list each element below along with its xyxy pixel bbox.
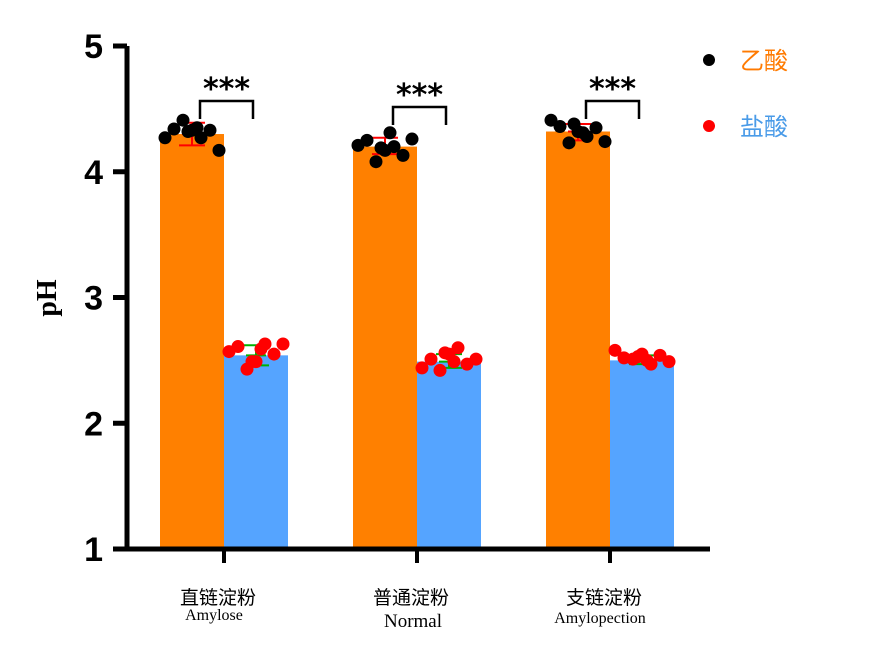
y-tick-label: 3 xyxy=(84,280,103,318)
data-point xyxy=(176,113,190,127)
category-label-zh: 直链淀粉 xyxy=(180,587,256,609)
data-point xyxy=(447,355,461,369)
bar-hydrochloric-3 xyxy=(610,360,674,549)
data-point xyxy=(438,346,452,360)
data-point xyxy=(544,113,558,127)
data-point xyxy=(562,136,576,150)
data-point xyxy=(203,123,217,137)
legend-marker xyxy=(703,54,715,66)
significance-label: *** xyxy=(203,72,250,107)
legend-label: 乙酸 xyxy=(740,47,788,75)
significance-label: *** xyxy=(396,78,443,113)
significance-bracket xyxy=(198,99,255,119)
legend-label: 盐酸 xyxy=(740,113,788,141)
bar-acetic-3 xyxy=(546,131,610,549)
bar-acetic-2 xyxy=(353,146,417,549)
data-point xyxy=(254,342,268,356)
data-point xyxy=(396,148,410,162)
category-label-en: Amylopection xyxy=(554,610,646,627)
data-point xyxy=(369,155,383,169)
y-tick-label: 1 xyxy=(84,531,103,569)
data-point xyxy=(158,131,172,145)
data-point xyxy=(387,140,401,154)
data-point xyxy=(424,352,438,366)
data-point xyxy=(190,121,204,135)
data-point xyxy=(451,341,465,355)
data-point xyxy=(383,126,397,140)
data-point xyxy=(662,355,676,369)
data-point xyxy=(640,353,654,367)
data-point xyxy=(167,122,181,136)
significance-bracket xyxy=(584,99,641,119)
data-point xyxy=(469,352,483,366)
data-point xyxy=(212,143,226,157)
data-point xyxy=(589,121,603,135)
bar-acetic-1 xyxy=(160,134,224,549)
data-point xyxy=(267,347,281,361)
data-point xyxy=(245,355,259,369)
y-axis-label: pH xyxy=(32,279,63,317)
data-point xyxy=(433,363,447,377)
category-label-en: Amylose xyxy=(185,607,243,624)
data-point xyxy=(231,340,245,354)
y-tick-label: 4 xyxy=(84,154,103,192)
category-label-zh: 支链淀粉 xyxy=(566,587,642,609)
data-point xyxy=(576,126,590,140)
data-point xyxy=(567,117,581,131)
data-point xyxy=(360,133,374,147)
category-label-zh: 普通淀粉 xyxy=(373,587,449,609)
data-point xyxy=(415,361,429,375)
bar-hydrochloric-1 xyxy=(224,355,288,549)
data-point xyxy=(553,119,567,133)
legend-marker xyxy=(703,120,715,132)
y-tick-label: 2 xyxy=(84,405,103,443)
data-point xyxy=(598,135,612,149)
category-label-en: Normal xyxy=(384,611,442,632)
data-point xyxy=(653,348,667,362)
y-tick-label: 5 xyxy=(84,28,103,66)
data-point xyxy=(405,132,419,146)
significance-label: *** xyxy=(589,72,636,107)
significance-bracket xyxy=(391,105,448,125)
data-point xyxy=(276,337,290,351)
bar-hydrochloric-2 xyxy=(417,361,481,549)
data-point xyxy=(194,131,208,145)
data-point xyxy=(608,343,622,357)
data-point xyxy=(374,141,388,155)
